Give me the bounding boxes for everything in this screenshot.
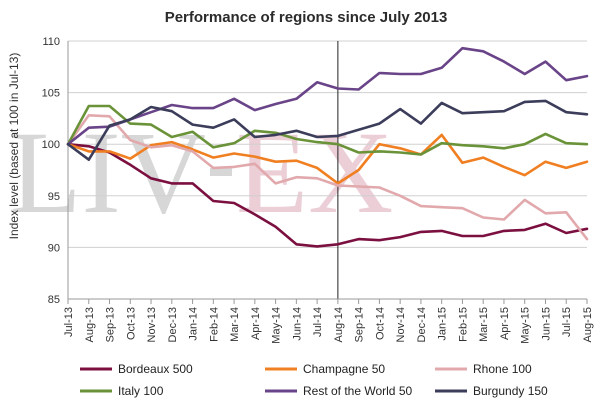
x-tick-label: Jun-14: [291, 307, 303, 341]
x-tick-label: Feb-14: [208, 307, 220, 342]
x-tick-label: May-15: [520, 307, 532, 344]
x-tick-label: Oct-13: [125, 307, 137, 340]
series-line-burgundy-150: [66, 99, 589, 161]
x-tick-label: Jan-15: [437, 307, 449, 341]
x-tick-label: Aug-14: [333, 307, 345, 342]
legend-label: Burgundy 150: [473, 384, 548, 398]
y-tick-label: 110: [42, 36, 60, 48]
series-line-italy-100: [66, 104, 589, 156]
legend-label: Rest of the World 50: [303, 384, 412, 398]
x-tick-label: Apr-14: [250, 307, 262, 340]
y-tick-label: 100: [42, 139, 60, 151]
chart-title: Performance of regions since July 2013: [165, 9, 448, 26]
series-line-champagne-50: [66, 133, 589, 185]
x-tick-label: Jul-14: [312, 307, 324, 337]
x-tick-label: Jul-13: [63, 307, 75, 337]
x-tick-label: May-14: [271, 307, 283, 344]
series-line-rest-of-the-world-50: [66, 46, 589, 146]
x-tick-label: Nov-13: [146, 307, 158, 342]
legend-label: Rhone 100: [473, 362, 532, 376]
y-axis-label: Index level (based at 100 in Jul-13): [7, 53, 21, 240]
x-tick-label: Dec-13: [167, 307, 179, 342]
y-tick-label: 90: [48, 242, 60, 254]
legend-item-rhone-100: Rhone 100: [435, 362, 532, 376]
x-tick-label: Dec-14: [416, 307, 428, 342]
series-line-bordeaux-500: [66, 142, 589, 248]
x-tick-label: Aug-13: [84, 307, 96, 342]
legend-item-rest-of-the-world-50: Rest of the World 50: [265, 384, 412, 398]
legend-item-bordeaux-500: Bordeaux 500: [80, 362, 193, 376]
x-tick-label: Mar-14: [229, 307, 241, 342]
x-tick-label: Jun-15: [540, 307, 552, 341]
y-tick-label: 105: [42, 88, 60, 100]
x-tick-label: Jul-15: [561, 307, 573, 337]
x-tick-label: Apr-15: [499, 307, 511, 340]
series-line-rhone-100: [66, 114, 589, 241]
legend-item-italy-100: Italy 100: [80, 384, 164, 398]
legend-label: Champagne 50: [303, 362, 385, 376]
x-tick-label: Feb-15: [457, 307, 469, 342]
x-tick-label: Sep-14: [354, 307, 366, 342]
legend-label: Italy 100: [118, 384, 164, 398]
x-tick-label: Mar-15: [478, 307, 490, 342]
x-tick-label: Sep-13: [105, 307, 117, 342]
y-tick-label: 95: [48, 191, 60, 203]
x-tick-label: Oct-14: [374, 307, 386, 340]
legend-item-burgundy-150: Burgundy 150: [435, 384, 548, 398]
legend-item-champagne-50: Champagne 50: [265, 362, 385, 376]
x-tick-label: Nov-14: [395, 307, 407, 342]
y-tick-label: 85: [48, 294, 60, 306]
legend-label: Bordeaux 500: [118, 362, 193, 376]
x-tick-label: Jan-14: [188, 307, 200, 341]
watermark-dash: [210, 168, 232, 176]
x-tick-label: Aug-15: [582, 307, 594, 342]
